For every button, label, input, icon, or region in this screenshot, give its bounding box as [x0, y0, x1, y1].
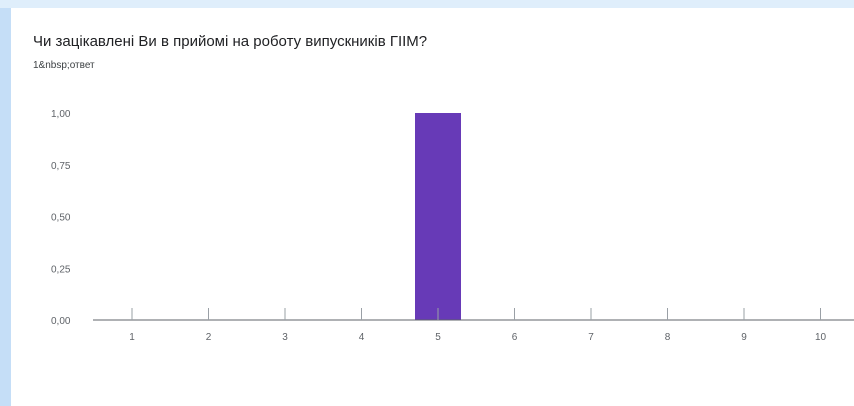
x-tick-label: 1	[129, 332, 135, 343]
x-tick-label: 8	[665, 332, 671, 343]
y-tick-label: 0,50	[51, 213, 71, 224]
x-tick-label: 3	[282, 332, 288, 343]
x-tick-label: 10	[815, 332, 827, 343]
y-tick-label: 0,25	[51, 264, 71, 275]
x-tick-label: 9	[741, 332, 747, 343]
x-tick-label: 4	[359, 332, 365, 343]
response-count: 1&nbsp;ответ	[33, 60, 95, 71]
top-accent-stripe	[0, 0, 854, 8]
x-tick-label: 2	[206, 332, 212, 343]
y-tick-label: 1,00	[51, 109, 71, 120]
left-accent-stripe	[0, 0, 11, 406]
x-tick-label: 6	[512, 332, 518, 343]
question-title: Чи зацікавлені Ви в прийомі на роботу ви…	[33, 33, 428, 50]
bar	[415, 113, 461, 320]
x-tick-label: 7	[588, 332, 594, 343]
x-tick-label: 5	[435, 332, 441, 343]
y-tick-label: 0,00	[51, 316, 71, 327]
y-tick-label: 0,75	[51, 161, 71, 172]
